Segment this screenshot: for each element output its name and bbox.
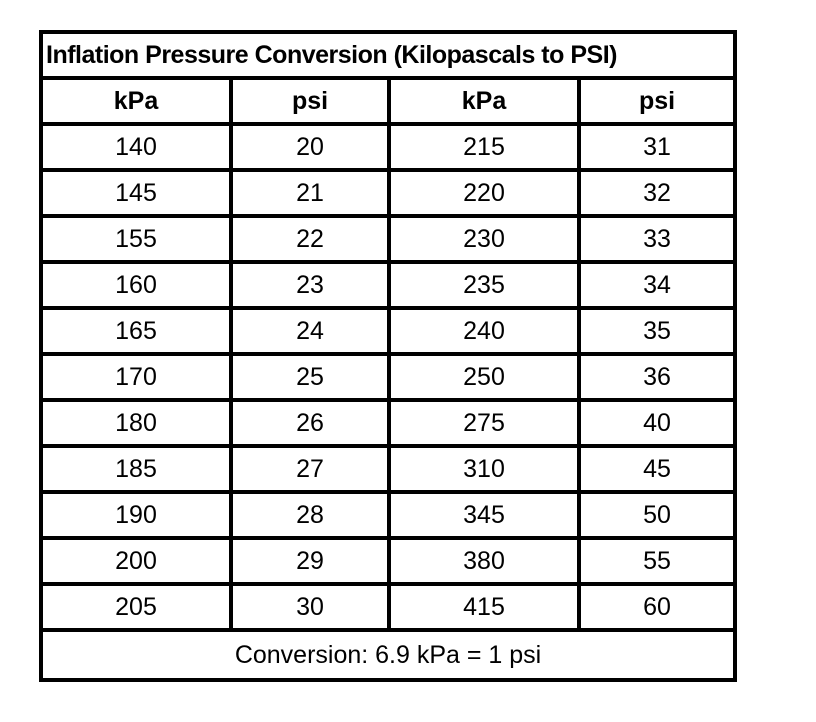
table-row: 200 29 380 55 (39, 536, 738, 586)
cell-kpa: 415 (387, 582, 581, 632)
column-header-kpa-right: kPa (387, 76, 581, 126)
column-header-psi-right: psi (576, 76, 738, 126)
cell-psi: 35 (576, 306, 738, 356)
table-row: 140 20 215 31 (39, 122, 738, 172)
cell-psi: 45 (576, 444, 738, 494)
cell-kpa: 345 (387, 490, 581, 540)
table-row: 155 22 230 33 (39, 214, 738, 264)
cell-kpa: 155 (39, 214, 233, 264)
cell-psi: 50 (576, 490, 738, 540)
title-row: Inflation Pressure Conversion (Kilopasca… (38, 30, 738, 80)
cell-kpa: 170 (39, 352, 233, 402)
cell-kpa: 310 (387, 444, 581, 494)
cell-psi: 24 (229, 306, 391, 356)
cell-psi: 31 (576, 122, 738, 172)
cell-kpa: 160 (39, 260, 233, 310)
cell-kpa: 250 (387, 352, 581, 402)
cell-psi: 32 (576, 168, 738, 218)
cell-psi: 29 (229, 536, 391, 586)
cell-kpa: 215 (387, 122, 581, 172)
cell-kpa: 275 (387, 398, 581, 448)
cell-kpa: 230 (387, 214, 581, 264)
cell-kpa: 200 (39, 536, 233, 586)
cell-kpa: 165 (39, 306, 233, 356)
cell-psi: 60 (576, 582, 738, 632)
cell-kpa: 190 (39, 490, 233, 540)
cell-psi: 25 (229, 352, 391, 402)
footer-row: Conversion: 6.9 kPa = 1 psi (38, 628, 738, 682)
header-row: kPa psi kPa psi (39, 76, 738, 126)
cell-psi: 26 (229, 398, 391, 448)
cell-kpa: 185 (39, 444, 233, 494)
table-row: 145 21 220 32 (39, 168, 738, 218)
cell-psi: 28 (229, 490, 391, 540)
cell-psi: 33 (576, 214, 738, 264)
conversion-note: Conversion: 6.9 kPa = 1 psi (38, 628, 738, 682)
cell-kpa: 240 (387, 306, 581, 356)
table-row: 170 25 250 36 (39, 352, 738, 402)
cell-kpa: 235 (387, 260, 581, 310)
table-title: Inflation Pressure Conversion (Kilopasca… (38, 30, 738, 80)
cell-kpa: 220 (387, 168, 581, 218)
table-row: 190 28 345 50 (39, 490, 738, 540)
cell-psi: 40 (576, 398, 738, 448)
cell-kpa: 180 (39, 398, 233, 448)
cell-kpa: 380 (387, 536, 581, 586)
table-row: 165 24 240 35 (39, 306, 738, 356)
table-row: 160 23 235 34 (39, 260, 738, 310)
cell-psi: 22 (229, 214, 391, 264)
column-header-psi-left: psi (229, 76, 391, 126)
table-row: 185 27 310 45 (39, 444, 738, 494)
cell-psi: 30 (229, 582, 391, 632)
table-row: 180 26 275 40 (39, 398, 738, 448)
cell-psi: 34 (576, 260, 738, 310)
cell-psi: 21 (229, 168, 391, 218)
cell-psi: 23 (229, 260, 391, 310)
cell-psi: 36 (576, 352, 738, 402)
cell-psi: 27 (229, 444, 391, 494)
inflation-pressure-conversion-table: Inflation Pressure Conversion (Kilopasca… (38, 30, 738, 682)
column-header-kpa-left: kPa (39, 76, 233, 126)
cell-psi: 55 (576, 536, 738, 586)
cell-kpa: 145 (39, 168, 233, 218)
table-row: 205 30 415 60 (39, 582, 738, 632)
cell-psi: 20 (229, 122, 391, 172)
cell-kpa: 140 (39, 122, 233, 172)
cell-kpa: 205 (39, 582, 233, 632)
